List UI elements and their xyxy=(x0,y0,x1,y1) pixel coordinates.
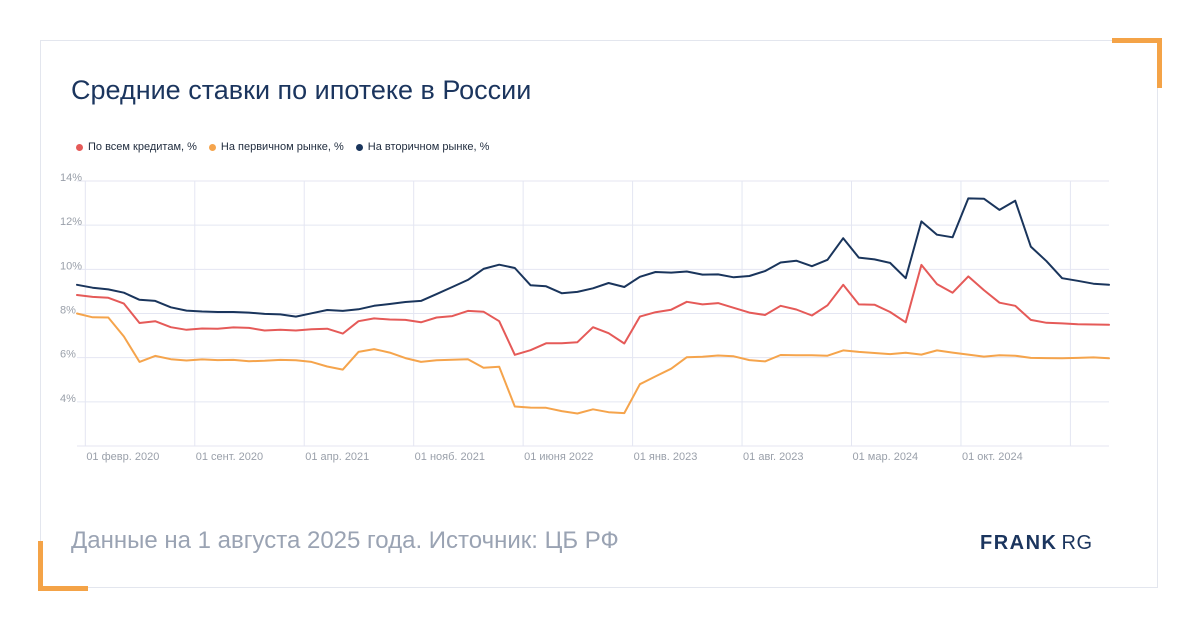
x-tick-label: 01 нояб. 2021 xyxy=(415,451,485,463)
y-tick-label: 12% xyxy=(60,216,82,228)
legend-dot-icon xyxy=(208,143,216,151)
legend-label: На первичном рынке, % xyxy=(220,141,344,153)
legend-dot-icon xyxy=(76,143,83,151)
corner-accent-top-right-vertical xyxy=(1157,38,1162,88)
x-tick-label: 01 янв. 2023 xyxy=(634,451,698,463)
y-tick-label: 6% xyxy=(60,349,76,361)
series-line-1 xyxy=(76,312,1110,415)
x-tick-label: 01 февр. 2020 xyxy=(86,451,159,463)
x-tick-label: 01 сент. 2020 xyxy=(196,451,263,463)
corner-accent-bottom-left xyxy=(38,586,88,591)
x-tick-label: 01 мар. 2024 xyxy=(853,451,919,463)
corner-accent-top-right xyxy=(1112,38,1162,43)
legend-item-primary[interactable]: На первичном рынке, % xyxy=(208,141,344,153)
series-line-2 xyxy=(76,197,1110,318)
chart-legend: По всем кредитам, % На первичном рынке, … xyxy=(76,141,489,153)
y-tick-label: 10% xyxy=(60,260,82,272)
legend-item-secondary[interactable]: На вторичном рынке, % xyxy=(355,141,490,153)
y-tick-label: 14% xyxy=(60,172,82,184)
brand-logo: FRANK RG xyxy=(980,532,1093,555)
x-tick-label: 01 апр. 2021 xyxy=(305,451,369,463)
x-tick-label: 01 авг. 2023 xyxy=(743,451,804,463)
corner-accent-bottom-left-vertical xyxy=(38,541,43,591)
brand-part-1: FRANK xyxy=(980,532,1058,554)
y-tick-label: 4% xyxy=(60,393,76,405)
legend-dot-icon xyxy=(355,143,363,151)
series-line-0 xyxy=(76,263,1110,356)
y-tick-label: 8% xyxy=(60,305,76,317)
brand-part-2: RG xyxy=(1061,532,1093,554)
legend-item-all[interactable]: По всем кредитам, % xyxy=(76,141,197,153)
page-title: Средние ставки по ипотеке в России xyxy=(71,75,532,105)
legend-label: На вторичном рынке, % xyxy=(367,141,490,153)
x-tick-label: 01 окт. 2024 xyxy=(962,451,1023,463)
legend-label: По всем кредитам, % xyxy=(88,141,197,153)
source-note: Данные на 1 августа 2025 года. Источник:… xyxy=(71,527,619,554)
x-tick-label: 01 июня 2022 xyxy=(524,451,593,463)
